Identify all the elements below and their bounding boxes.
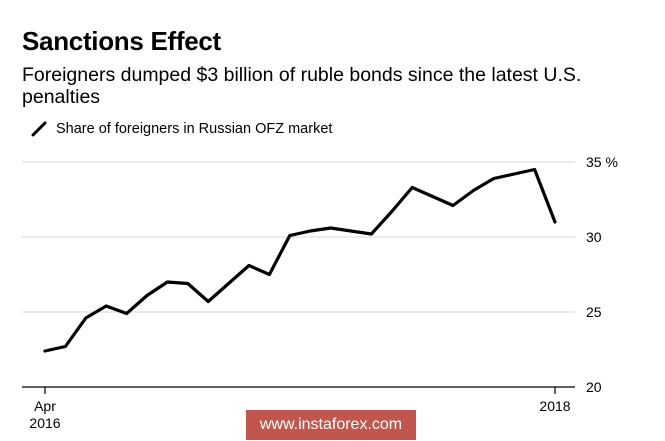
watermark-banner: www.instaforex.com <box>246 410 416 440</box>
x-tick-label: 2018 <box>539 398 570 414</box>
chart-title: Sanctions Effect <box>22 26 221 56</box>
y-tick-label: 35 % <box>586 154 618 170</box>
gridlines <box>22 161 575 313</box>
series-group <box>43 167 557 353</box>
series-line <box>43 167 557 353</box>
chart-subtitle: Foreigners dumped $3 billion of ruble bo… <box>22 64 582 108</box>
x-tick-label: Apr <box>34 398 56 414</box>
y-axis-labels: 35 % 30 25 20 <box>586 154 618 395</box>
y-tick-label: 25 <box>586 304 602 320</box>
legend-label: Share of foreigners in Russian OFZ marke… <box>56 121 333 137</box>
legend: Share of foreigners in Russian OFZ marke… <box>30 120 332 138</box>
y-tick-label: 30 <box>586 229 602 245</box>
x-tick-label: 2016 <box>29 415 60 431</box>
x-axis <box>22 386 575 394</box>
legend-line-icon <box>31 121 47 137</box>
y-tick-label: 20 <box>586 379 602 395</box>
